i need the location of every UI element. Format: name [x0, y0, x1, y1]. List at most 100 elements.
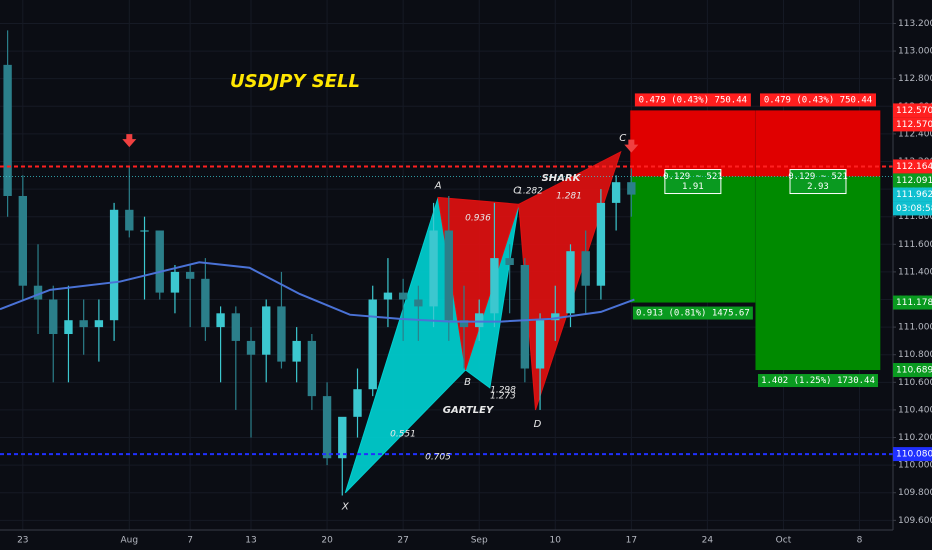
- y-tick-label: 109.800: [898, 488, 932, 498]
- y-tick-label: 111.600: [898, 240, 932, 250]
- ratio-label: 1.91: [682, 182, 704, 192]
- y-tick-label: 111.400: [898, 267, 932, 277]
- chart-title: USDJPY SELL: [230, 71, 360, 92]
- mid-label: 0.129 ~ 521: [663, 172, 723, 182]
- pattern-ratio: 0.551: [390, 430, 416, 440]
- signal-arrow: [624, 139, 639, 153]
- x-tick-label: 27: [397, 536, 408, 546]
- candle-body: [505, 258, 514, 265]
- price-tag-label: 111.962: [896, 190, 932, 200]
- price-tag: [893, 363, 932, 378]
- pattern-point-label: C: [619, 133, 626, 144]
- candle-body: [155, 230, 164, 293]
- candle-body: [520, 265, 530, 369]
- candle-body: [353, 389, 362, 417]
- candle-body: [94, 320, 104, 328]
- candle-body: [383, 292, 393, 300]
- price-tag-label: 112.164: [896, 162, 932, 172]
- pattern-name: SHARK: [542, 173, 582, 184]
- x-tick-label: 8: [857, 536, 863, 546]
- price-tag: [893, 173, 932, 188]
- candle-body: [535, 320, 545, 369]
- candle-body: [140, 230, 149, 232]
- price-tag: [893, 447, 932, 462]
- candle-body: [3, 64, 12, 196]
- price-tag: [893, 159, 932, 174]
- pattern-point-label: B: [464, 377, 471, 388]
- x-tick-label: 24: [702, 536, 714, 546]
- risk-zone: [755, 110, 881, 177]
- y-tick-label: 110.400: [898, 405, 932, 415]
- candle-body: [201, 278, 210, 328]
- pattern-ratio: 1.298: [490, 386, 516, 396]
- pattern-point-label: A: [434, 180, 442, 191]
- candle-body: [368, 299, 377, 390]
- risk-label: 0.479 (0.43%) 750.44: [764, 95, 872, 105]
- mid-tag: [664, 169, 722, 195]
- y-tick-label: 110.600: [898, 378, 932, 388]
- candle-body: [262, 306, 271, 355]
- x-tick-label: 20: [321, 536, 333, 546]
- candle-body: [551, 313, 560, 321]
- y-tick-label: 110.000: [898, 461, 932, 471]
- ratio-label: 2.93: [807, 182, 829, 192]
- y-tick-label: 110.800: [898, 350, 932, 360]
- x-tick-label: Oct: [776, 536, 792, 546]
- y-tick-label: 109.600: [898, 516, 932, 526]
- candle-body: [231, 313, 240, 341]
- countdown: 03:08:58: [896, 204, 932, 214]
- price-tag-label: 110.080: [896, 450, 932, 460]
- candle-body: [185, 271, 195, 279]
- pattern-point-label: X: [341, 502, 350, 513]
- candle-body: [459, 320, 469, 328]
- mid-tag: [789, 169, 847, 195]
- pattern-point-label: D: [534, 419, 542, 430]
- y-tick-label: 111.800: [898, 212, 932, 222]
- x-tick-label: 13: [245, 536, 256, 546]
- y-tick-label: 113.000: [898, 47, 932, 57]
- x-tick-label: 7: [187, 536, 193, 546]
- risk-label: 0.479 (0.43%) 750.44: [639, 95, 747, 105]
- y-tick-label: 113.200: [898, 19, 932, 29]
- candle-body: [429, 230, 438, 307]
- candle-body: [414, 299, 423, 307]
- price-tag-label: 112.570: [896, 120, 932, 130]
- signal-arrow: [122, 134, 137, 148]
- pattern-ratio: 1.273: [490, 392, 516, 402]
- reward-zone: [755, 176, 881, 371]
- candle-body: [277, 306, 286, 362]
- candle-body: [322, 396, 332, 459]
- candle-body: [444, 230, 453, 321]
- price-tag: [893, 103, 932, 118]
- candle-body: [475, 313, 484, 328]
- y-tick-label: 112.400: [898, 129, 932, 139]
- candle-body: [216, 313, 225, 328]
- y-tick-label: 111.000: [898, 323, 932, 333]
- candle-body: [246, 340, 256, 355]
- price-tag: [893, 295, 932, 310]
- candle-body: [490, 258, 499, 314]
- candle-body: [64, 320, 73, 335]
- pattern-point-label: C: [513, 185, 520, 196]
- price-tag: [893, 117, 932, 132]
- candle-body: [581, 251, 590, 286]
- candle-body: [18, 195, 28, 286]
- candle-body: [125, 209, 134, 231]
- candle-body: [79, 320, 88, 328]
- candle-body: [566, 251, 575, 314]
- reward-label: 0.913 (0.81%) 1475.67: [636, 309, 750, 319]
- risk-tag: [760, 93, 877, 107]
- reward-label: 1.402 (1.25%) 1730.44: [761, 376, 875, 386]
- candle-body: [49, 299, 58, 335]
- candle-body: [611, 182, 621, 203]
- candle-body: [292, 340, 301, 362]
- candle-body: [596, 202, 606, 286]
- reward-zone: [630, 176, 756, 303]
- x-tick-label: 10: [550, 536, 562, 546]
- x-tick-label: 23: [17, 536, 28, 546]
- pattern-ratio: 0.936: [465, 214, 491, 224]
- reward-tag: [632, 306, 753, 320]
- x-tick-label: 17: [626, 536, 637, 546]
- candle-body: [170, 271, 180, 293]
